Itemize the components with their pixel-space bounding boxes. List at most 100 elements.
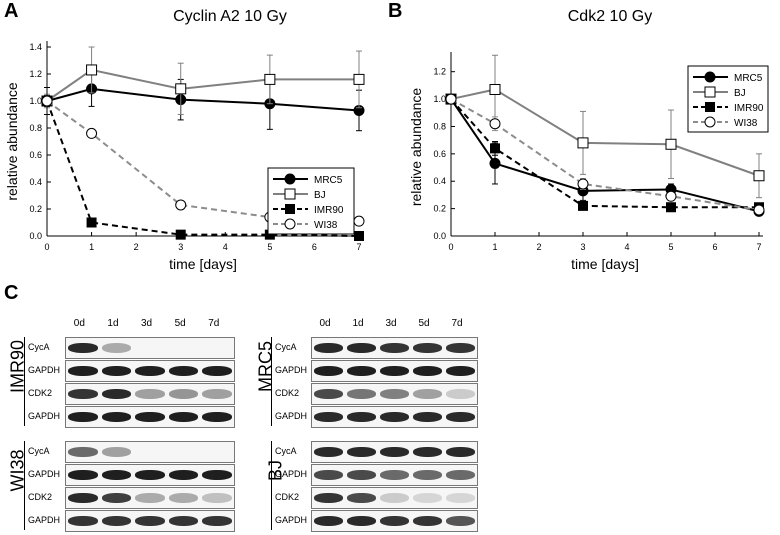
lane-label-0d: 0d — [73, 318, 85, 329]
chart-b-x-tick-label: 7 — [756, 242, 761, 252]
blot-band — [168, 493, 199, 503]
cell-line-label-wi38: WI38 — [7, 449, 28, 492]
chart-a-y-label: relative abundance — [4, 82, 20, 201]
blot-band — [380, 447, 409, 457]
blot-band — [347, 412, 376, 422]
blot-bracket — [24, 441, 25, 530]
chart-b-point-wi38 — [665, 190, 677, 202]
chart-b-y-tick-label: 0.4 — [433, 176, 446, 186]
blot-band — [68, 447, 98, 457]
blot-band — [380, 343, 409, 353]
chart-a-x-tick-label: 1 — [89, 242, 94, 252]
blot-row-label-cyca: CycA — [275, 342, 297, 352]
blot-band — [101, 389, 132, 399]
blot-band — [68, 470, 98, 480]
chart-b-y-tick-label: 0.6 — [433, 149, 446, 159]
blot-band — [446, 343, 475, 353]
blot-band — [202, 389, 232, 399]
chart-a-y-tick-label: 0.0 — [29, 231, 42, 241]
blot-band — [68, 389, 98, 399]
blot-bracket — [24, 337, 25, 426]
blot-band — [446, 470, 475, 480]
chart-b-y-tick-label: 0.2 — [433, 204, 446, 214]
blot-band — [202, 516, 232, 526]
blot-band — [68, 366, 98, 376]
blot-band — [446, 389, 475, 399]
chart-b-point-wi38 — [577, 178, 589, 190]
blot-band — [68, 412, 98, 422]
chart-b-legend-label: MRC5 — [734, 73, 763, 84]
lane-label-1d: 1d — [107, 318, 119, 329]
blot-strip — [65, 510, 235, 532]
blot-row-label-cdk2: CDK2 — [275, 492, 300, 502]
blot-band — [347, 447, 376, 457]
blot-band — [347, 343, 376, 353]
blot-band — [446, 366, 475, 376]
blot-row-label-gapdh: GAPDH — [28, 469, 61, 479]
chart-a-legend-marker — [284, 188, 296, 200]
chart-b-legend-marker — [705, 102, 715, 112]
chart-a-point-imr90 — [86, 217, 97, 228]
chart-b-point-wi38 — [445, 93, 457, 105]
lane-label-7d: 7d — [208, 318, 220, 329]
blot-strip — [311, 406, 478, 428]
chart-a-title: Cyclin A2 10 Gy — [173, 8, 287, 25]
blot-row-label-gapdh: GAPDH — [28, 365, 61, 375]
blot-band — [168, 389, 199, 399]
blot-band — [135, 412, 165, 422]
blot-strip — [65, 464, 235, 486]
blot-row-label-cdk2: CDK2 — [275, 388, 300, 398]
chart-a-x-tick-label: 0 — [44, 242, 49, 252]
blot-strip — [65, 487, 235, 509]
lane-label-3d: 3d — [385, 318, 397, 329]
chart-a-x-tick-label: 4 — [223, 242, 228, 252]
blot-band — [413, 470, 442, 480]
blot-row-label-gapdh: GAPDH — [28, 411, 61, 421]
blot-strip — [65, 406, 235, 428]
blot-band — [168, 516, 199, 526]
blot-band — [101, 412, 132, 422]
blot-band — [380, 470, 409, 480]
blot-band — [347, 366, 376, 376]
chart-b-point-bj — [577, 137, 589, 149]
chart-a-legend: MRC5 BJ IMR90 WI38 — [267, 167, 355, 235]
blot-band — [135, 516, 165, 526]
panel-label-a: A — [4, 0, 19, 22]
blot-band — [446, 412, 475, 422]
chart-a-legend-label: MRC5 — [314, 175, 343, 186]
chart-b-point-wi38 — [489, 118, 501, 130]
blot-strip — [311, 487, 478, 509]
blot-strip — [65, 337, 235, 359]
chart-b-legend: MRC5 BJ IMR90 WI38 — [687, 65, 769, 133]
blot-band — [314, 493, 343, 503]
blot-band — [413, 493, 442, 503]
blot-band — [446, 447, 475, 457]
chart-a-series-bj — [41, 46, 365, 115]
panel-label-b: B — [388, 0, 403, 22]
chart-b-y-tick-label: 1.0 — [433, 94, 446, 104]
blot-band — [101, 493, 132, 503]
chart-b-x-tick-label: 4 — [624, 242, 629, 252]
chart-a-point-bj — [175, 83, 187, 95]
lane-label-5d: 5d — [174, 318, 186, 329]
blot-strip — [311, 464, 478, 486]
lane-label-7d: 7d — [451, 318, 463, 329]
blot-band — [380, 389, 409, 399]
chart-a-y-tick-label: 1.0 — [29, 96, 42, 106]
chart-a-legend-marker — [284, 218, 296, 230]
blot-band — [68, 493, 98, 503]
blot-band — [413, 389, 442, 399]
blot-strip — [65, 383, 235, 405]
chart-b-point-bj — [753, 170, 765, 182]
chart-b-x-tick-label: 6 — [712, 242, 717, 252]
chart-a-x-label: time [days] — [169, 256, 237, 272]
blot-band — [446, 493, 475, 503]
blot-band — [380, 516, 409, 526]
lane-label-5d: 5d — [418, 318, 430, 329]
chart-a-x-tick-label: 3 — [178, 242, 183, 252]
blot-band — [168, 412, 199, 422]
chart-b-point-wi38 — [753, 204, 765, 216]
chart-b-y-tick-label: 0.0 — [433, 231, 446, 241]
blot-band — [413, 343, 442, 353]
blot-band — [347, 470, 376, 480]
